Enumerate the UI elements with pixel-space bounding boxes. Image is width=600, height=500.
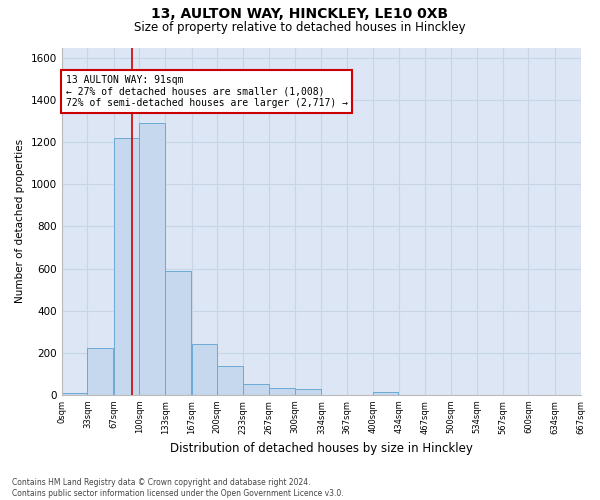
Bar: [139, 124, 165, 395]
Bar: [243, 384, 269, 395]
Text: Contains HM Land Registry data © Crown copyright and database right 2024.
Contai: Contains HM Land Registry data © Crown c…: [12, 478, 344, 498]
Bar: [114, 138, 139, 395]
Y-axis label: Number of detached properties: Number of detached properties: [15, 139, 25, 303]
Bar: [269, 388, 295, 395]
Bar: [88, 348, 113, 395]
Bar: [295, 389, 320, 395]
Bar: [62, 392, 88, 395]
Text: 13, AULTON WAY, HINCKLEY, LE10 0XB: 13, AULTON WAY, HINCKLEY, LE10 0XB: [151, 8, 449, 22]
Text: 13 AULTON WAY: 91sqm
← 27% of detached houses are smaller (1,008)
72% of semi-de: 13 AULTON WAY: 91sqm ← 27% of detached h…: [65, 75, 347, 108]
Text: Size of property relative to detached houses in Hinckley: Size of property relative to detached ho…: [134, 21, 466, 34]
Bar: [373, 392, 398, 395]
Bar: [191, 344, 217, 395]
Bar: [217, 366, 243, 395]
X-axis label: Distribution of detached houses by size in Hinckley: Distribution of detached houses by size …: [170, 442, 473, 455]
Bar: [165, 270, 191, 395]
